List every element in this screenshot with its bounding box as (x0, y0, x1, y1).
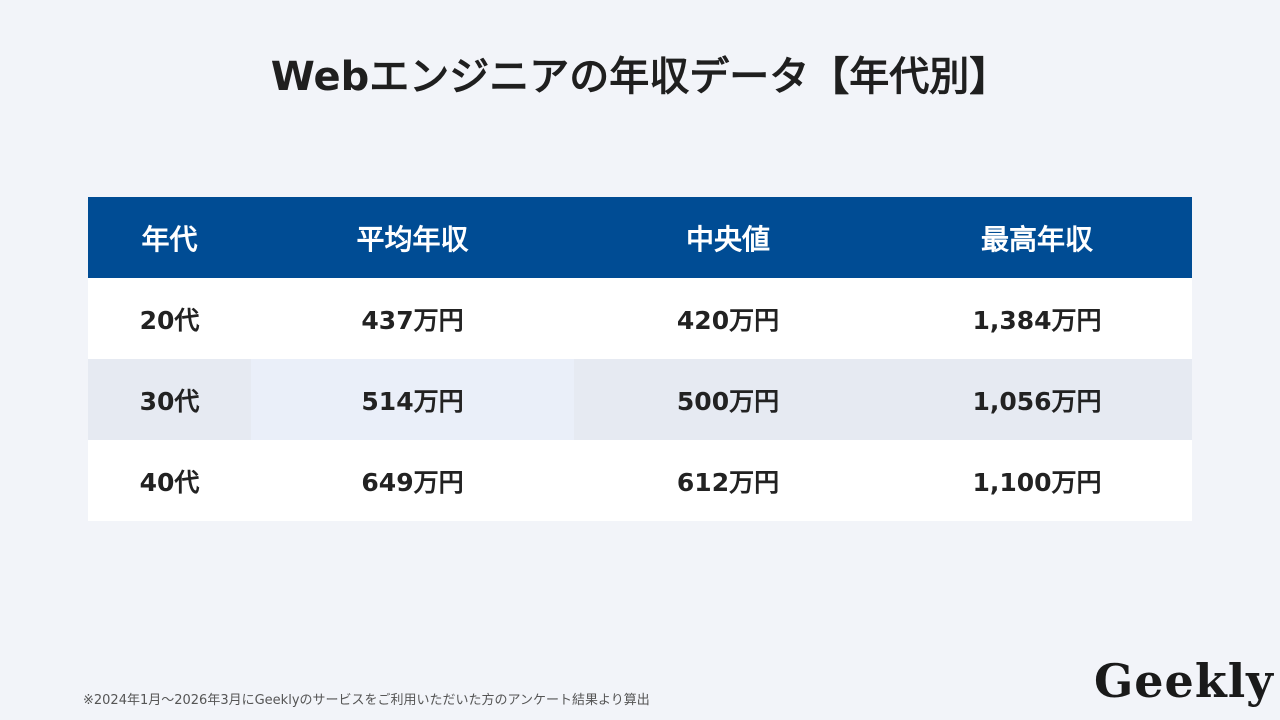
table-cell: 500万円 (574, 359, 882, 440)
table-cell: 30代 (88, 359, 251, 440)
header-cell: 平均年収 (251, 197, 574, 278)
header-cell: 年代 (88, 197, 251, 278)
table-cell: 420万円 (574, 278, 882, 359)
table-cell: 1,100万円 (882, 440, 1192, 521)
table-cell: 514万円 (251, 359, 574, 440)
table-cell: 1,056万円 (882, 359, 1192, 440)
table-cell: 40代 (88, 440, 251, 521)
title: Webエンジニアの年収データ【年代別】 (270, 54, 1010, 100)
table-cell: 20代 (88, 278, 251, 359)
table-cell: 649万円 (251, 440, 574, 521)
table-cell: 1,384万円 (882, 278, 1192, 359)
header-row: 年代 平均年収 中央値 最高年収 (88, 197, 1192, 278)
logo: Geekly (1094, 654, 1274, 708)
table-cell: 612万円 (574, 440, 882, 521)
header-cell: 中央値 (574, 197, 882, 278)
table-row: 40代 649万円 612万円 1,100万円 (88, 440, 1192, 521)
table-cell: 437万円 (251, 278, 574, 359)
header-cell: 最高年収 (882, 197, 1192, 278)
footnote: ※2024年1月～2026年3月にGeeklyのサービスをご利用いただいた方のア… (83, 693, 650, 708)
table-row: 30代 514万円 500万円 1,056万円 (88, 359, 1192, 440)
table: 年代 平均年収 中央値 最高年収 20代 437万円 420万円 1,384万円 30代 514万… (88, 197, 1192, 521)
table-row: 20代 437万円 420万円 1,384万円 (88, 278, 1192, 359)
